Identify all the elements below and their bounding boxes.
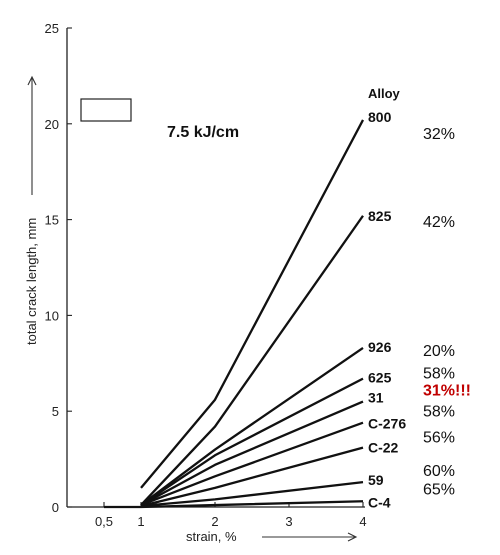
x-tick-label: 4 bbox=[359, 514, 366, 529]
y-tick-label: 15 bbox=[45, 213, 59, 228]
series-percent-59: 60% bbox=[423, 463, 455, 480]
x-tick-label: 0,5 bbox=[95, 514, 113, 529]
legend-box bbox=[80, 98, 132, 122]
series-label-625: 625 bbox=[368, 370, 392, 386]
series-line-31 bbox=[140, 400, 364, 507]
series-percent-800: 32% bbox=[423, 126, 455, 143]
y-tick-label: 25 bbox=[45, 21, 59, 36]
legend-title: Alloy bbox=[368, 86, 401, 101]
series-label-59: 59 bbox=[368, 472, 384, 488]
series-label-c-4: C-4 bbox=[368, 494, 391, 510]
series-label-c-276: C-276 bbox=[368, 416, 406, 432]
series-line-59 bbox=[140, 480, 364, 508]
x-axis-label: strain, % bbox=[186, 529, 237, 544]
series-percent-825: 42% bbox=[423, 214, 455, 231]
x-axis-arrow bbox=[262, 532, 358, 542]
y-axis-label: total crack length, mm bbox=[24, 218, 39, 345]
y-tick-label: 20 bbox=[45, 117, 59, 132]
series-line-625 bbox=[140, 377, 364, 507]
series-line-c-4 bbox=[140, 500, 364, 509]
series-percent-926: 20% bbox=[423, 343, 455, 360]
series-label-800: 800 bbox=[368, 109, 392, 125]
y-axis-arrow bbox=[27, 75, 37, 195]
series-label-926: 926 bbox=[368, 339, 392, 355]
y-tick-label: 5 bbox=[52, 404, 59, 419]
series-percent-c-4: 65% bbox=[423, 481, 455, 498]
series-percent-c-276: 58% bbox=[423, 404, 455, 421]
series-line-825 bbox=[140, 215, 364, 506]
x-tick-label: 3 bbox=[285, 514, 292, 529]
series-percent-31: 31%!!! bbox=[423, 383, 471, 400]
series-line-926 bbox=[140, 347, 364, 507]
series-percent-c-22: 56% bbox=[423, 430, 455, 447]
x-tick-label: 2 bbox=[211, 514, 218, 529]
series-label-31: 31 bbox=[368, 390, 384, 406]
series-line-c-22 bbox=[140, 446, 364, 508]
series-line-c-276 bbox=[140, 421, 364, 507]
y-tick-label: 0 bbox=[52, 500, 59, 515]
x-tick-label: 1 bbox=[137, 514, 144, 529]
series-line-800 bbox=[140, 119, 365, 489]
series-percent-625: 58% bbox=[423, 366, 455, 383]
heat-input-annotation: 7.5 kJ/cm bbox=[167, 124, 239, 141]
series-label-c-22: C-22 bbox=[368, 440, 399, 456]
series-label-825: 825 bbox=[368, 208, 392, 224]
y-tick-label: 10 bbox=[45, 308, 59, 323]
